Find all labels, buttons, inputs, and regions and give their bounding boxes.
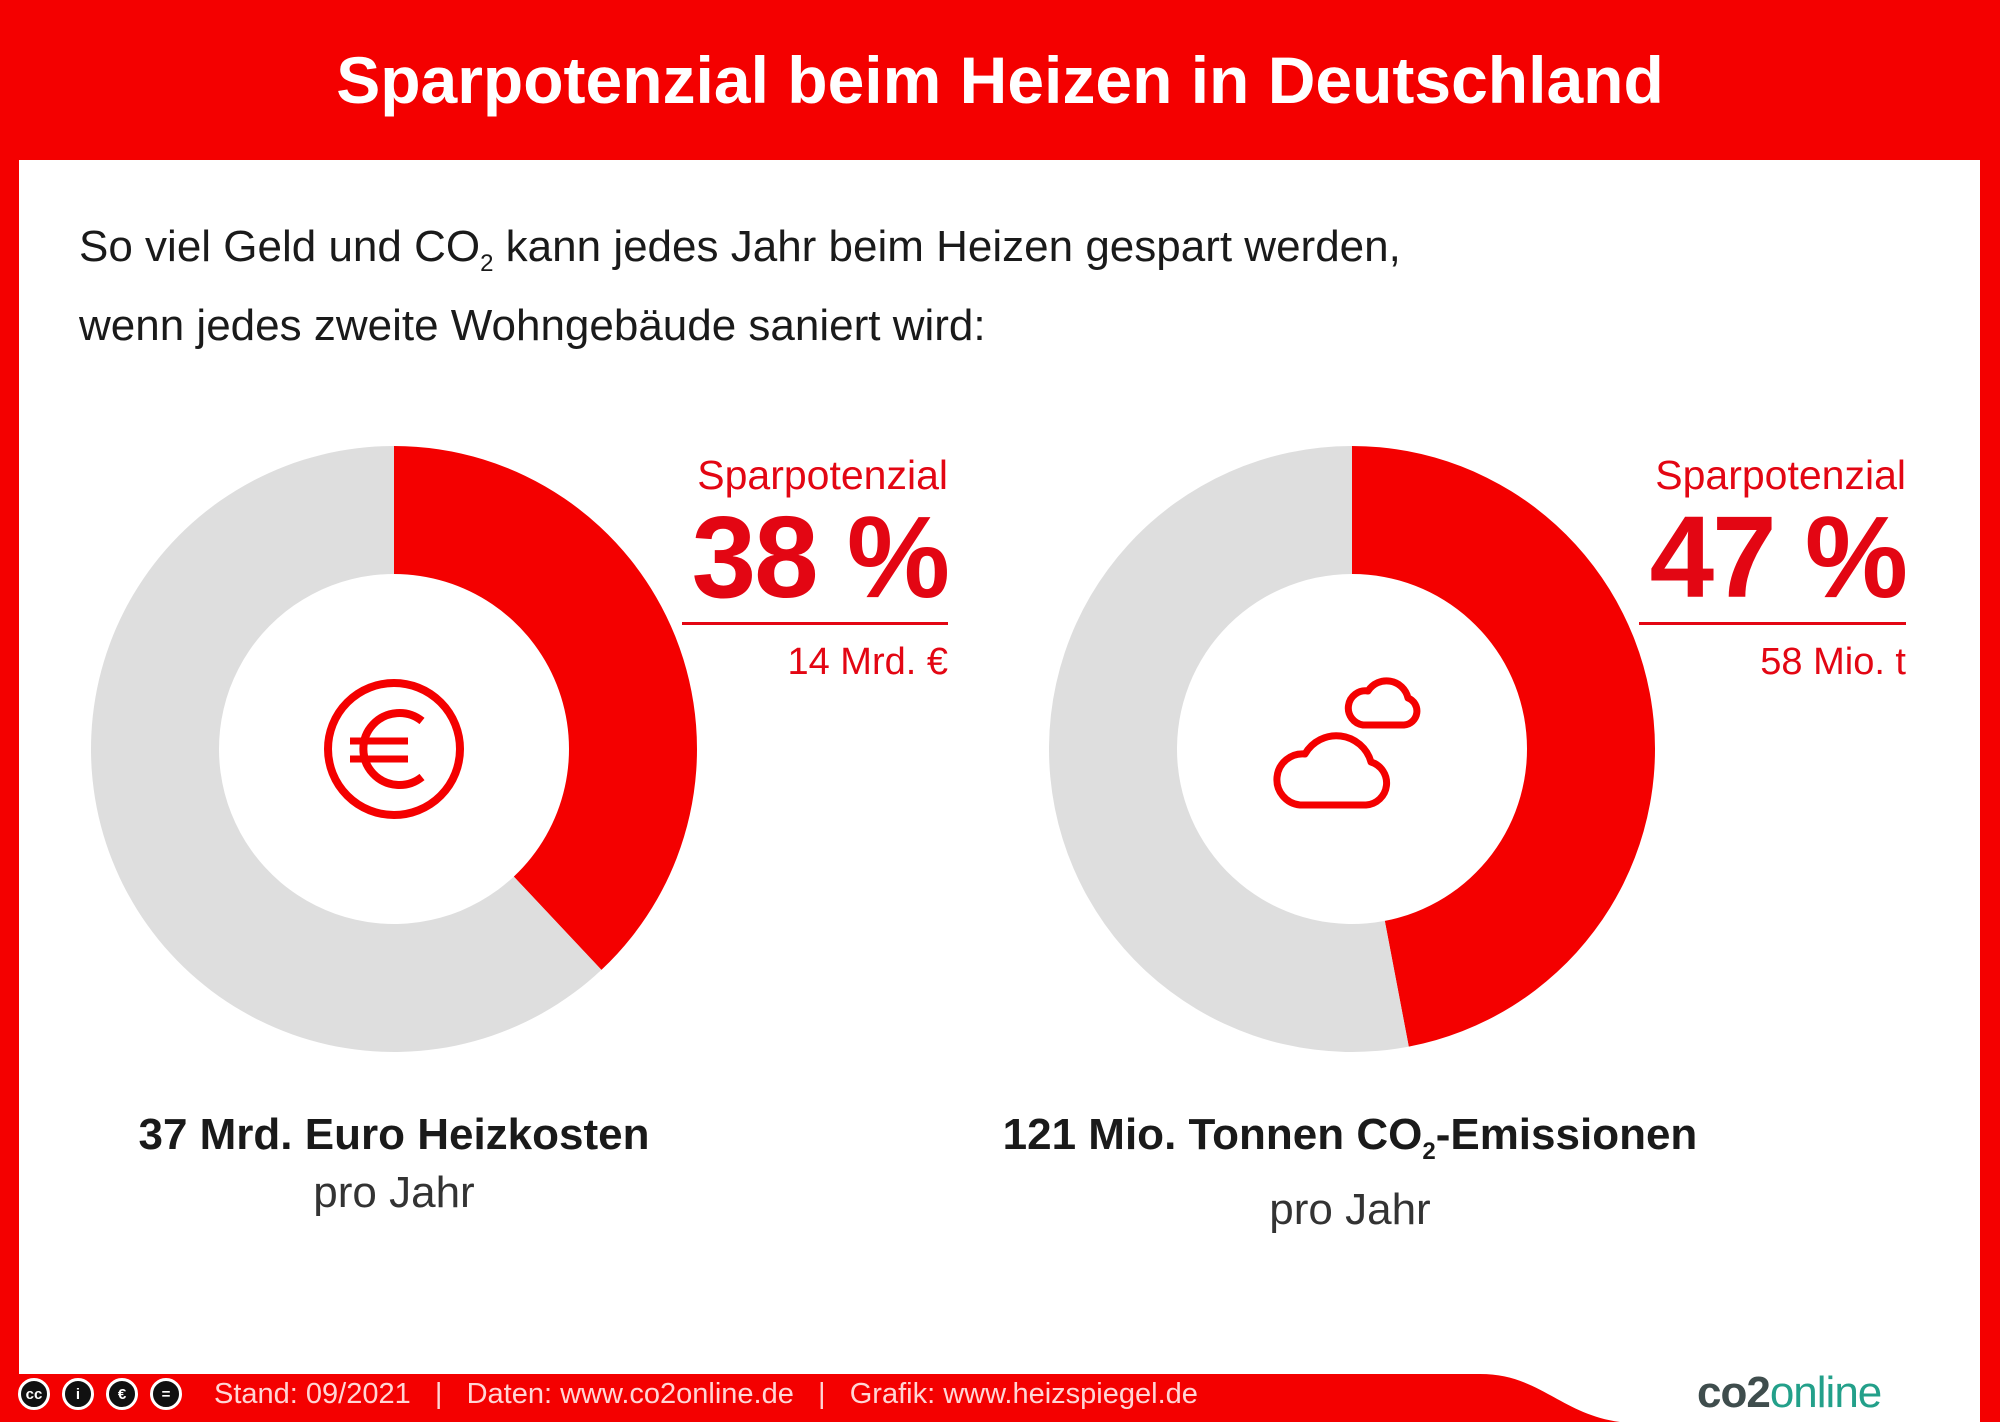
stat-co2: Sparpotenzial 47 % 58 Mio. t: [1639, 452, 1908, 685]
divider: [1639, 622, 1906, 625]
caption-main: 37 Mrd. Euro Heizkosten: [138, 1110, 650, 1159]
donut-money: [91, 446, 698, 1052]
co2online-logo: co2online: [1697, 1368, 1882, 1418]
stat-label: Sparpotenzial: [697, 452, 948, 498]
divider: [682, 622, 948, 625]
stat-label: Sparpotenzial: [1655, 452, 1906, 498]
caption-sub: pro Jahr: [1269, 1184, 1431, 1234]
caption-money: 37 Mrd. Euro Heizkosten pro Jahr: [14, 1107, 774, 1223]
subscript: 2: [480, 249, 494, 277]
subtitle-text: So viel Geld und CO: [79, 222, 481, 271]
logo-part: online: [1769, 1368, 1882, 1417]
footer: [0, 1366, 2000, 1422]
stat-absolute: 14 Mrd. €: [787, 641, 948, 683]
caption-text: -Emissionen: [1435, 1110, 1698, 1159]
nd-icon: =: [150, 1378, 182, 1410]
donut-slice-remainder: [91, 446, 602, 1052]
euro-icon: [324, 679, 464, 819]
nc-icon: €: [106, 1378, 138, 1410]
donut-slice-savings: [1352, 446, 1656, 1047]
page-title: Sparpotenzial beim Heizen in Deutschland: [336, 43, 1664, 117]
subtitle: So viel Geld und CO2 kann jedes Jahr bei…: [79, 216, 1401, 357]
caption-sub: pro Jahr: [313, 1168, 475, 1217]
subtitle-text: kann jedes Jahr beim Heizen gespart werd…: [493, 222, 1401, 271]
donut-slice-savings: [394, 446, 698, 970]
subtitle-line2: wenn jedes zweite Wohngebäude saniert wi…: [79, 300, 986, 350]
footer-credits: Stand: 09/2021 | Daten: www.co2online.de…: [214, 1378, 1198, 1410]
stat-percent: 47 %: [1649, 492, 1908, 622]
donut-slice-remainder: [1049, 446, 1409, 1052]
donut-co2: [1049, 446, 1656, 1052]
clouds-icon: [1273, 677, 1421, 809]
subscript: 2: [1422, 1137, 1436, 1165]
by-icon: i: [62, 1378, 94, 1410]
cc-icon: cc: [18, 1378, 50, 1410]
caption-co2: 121 Mio. Tonnen CO2-Emissionen pro Jahr: [970, 1107, 1730, 1240]
stat-percent: 38 %: [691, 492, 950, 622]
caption-text: 121 Mio. Tonnen CO: [1002, 1110, 1423, 1159]
caption-main: 121 Mio. Tonnen CO2-Emissionen: [970, 1107, 1730, 1180]
stat-absolute: 58 Mio. t: [1760, 641, 1906, 683]
logo-part: co2: [1697, 1368, 1771, 1417]
stat-money: Sparpotenzial 38 % 14 Mrd. €: [682, 452, 950, 685]
